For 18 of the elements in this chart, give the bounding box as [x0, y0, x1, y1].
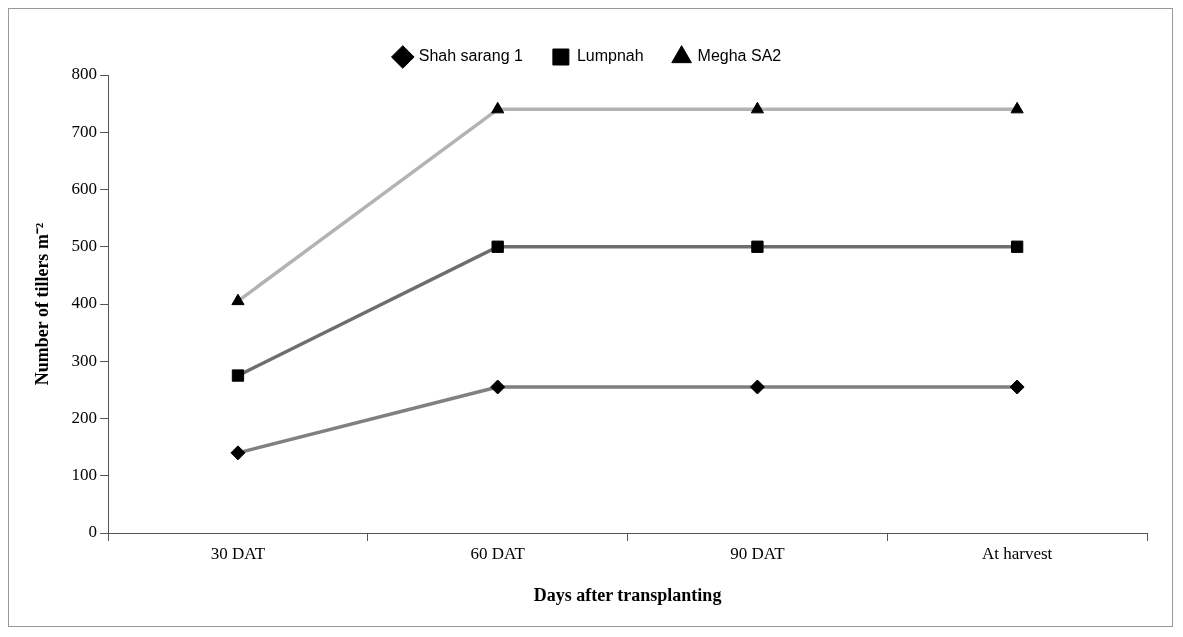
x-axis-title: Days after transplanting — [533, 584, 722, 605]
legend-label: Shah sarang 1 — [418, 47, 523, 65]
y-tick-label: 500 — [71, 236, 98, 256]
y-tick-label: 0 — [88, 522, 98, 542]
y-tick-label: 700 — [71, 121, 98, 141]
y-axis-title: Number of tillers m⁻² — [32, 222, 53, 386]
x-tick-label: 30 DAT — [210, 543, 266, 563]
y-tick-label: 200 — [71, 407, 98, 427]
x-tick-label: 90 DAT — [730, 543, 786, 563]
legend-label: Megha SA2 — [697, 47, 782, 65]
y-tick-label: 100 — [71, 465, 98, 485]
x-tick-label: 60 DAT — [470, 543, 526, 563]
y-tick-label: 600 — [71, 178, 98, 198]
y-tick-label: 400 — [71, 293, 98, 313]
y-tick-label: 300 — [71, 350, 98, 370]
legend-label: Lumpnah — [576, 47, 644, 65]
y-tick-label: 800 — [71, 64, 98, 84]
x-tick-label: At harvest — [981, 543, 1053, 563]
